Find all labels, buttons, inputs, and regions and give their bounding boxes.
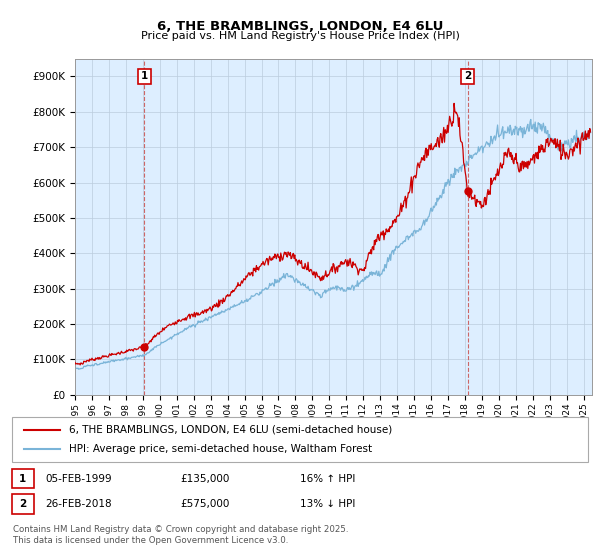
Text: £135,000: £135,000 — [180, 474, 229, 484]
Text: 1: 1 — [141, 72, 148, 82]
Text: Contains HM Land Registry data © Crown copyright and database right 2025.
This d: Contains HM Land Registry data © Crown c… — [13, 525, 349, 545]
Text: 6, THE BRAMBLINGS, LONDON, E4 6LU (semi-detached house): 6, THE BRAMBLINGS, LONDON, E4 6LU (semi-… — [69, 424, 392, 435]
Text: 6, THE BRAMBLINGS, LONDON, E4 6LU: 6, THE BRAMBLINGS, LONDON, E4 6LU — [157, 20, 443, 32]
Text: £575,000: £575,000 — [180, 499, 229, 509]
Text: 16% ↑ HPI: 16% ↑ HPI — [300, 474, 355, 484]
Text: 2: 2 — [19, 499, 26, 509]
Text: 05-FEB-1999: 05-FEB-1999 — [45, 474, 112, 484]
Text: 1: 1 — [19, 474, 26, 484]
Text: 2: 2 — [464, 72, 471, 82]
Text: HPI: Average price, semi-detached house, Waltham Forest: HPI: Average price, semi-detached house,… — [69, 445, 372, 455]
Text: 26-FEB-2018: 26-FEB-2018 — [45, 499, 112, 509]
Text: 13% ↓ HPI: 13% ↓ HPI — [300, 499, 355, 509]
Text: Price paid vs. HM Land Registry's House Price Index (HPI): Price paid vs. HM Land Registry's House … — [140, 31, 460, 41]
